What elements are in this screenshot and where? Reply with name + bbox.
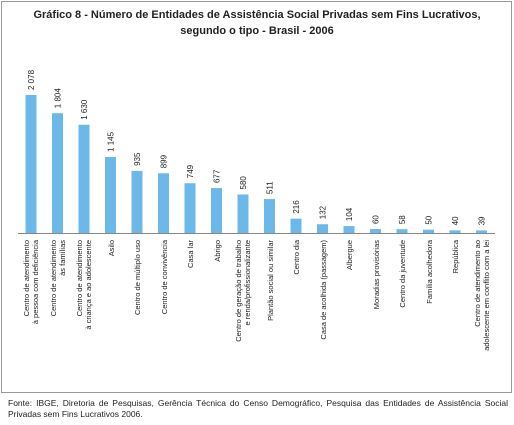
value-label: 1 630 [80, 99, 89, 120]
value-label: 749 [186, 164, 195, 178]
bar [78, 124, 90, 233]
bar [52, 113, 63, 233]
bar [105, 156, 116, 233]
value-label: 1 145 [107, 131, 116, 152]
bar [343, 226, 355, 233]
value-label: 580 [239, 176, 248, 190]
bar [370, 229, 381, 233]
value-label: 58 [398, 215, 407, 224]
x-tick-label: Casa lar [185, 240, 195, 268]
x-tick-label: Centro de convivência [159, 240, 168, 315]
bar [158, 173, 169, 233]
x-tick-label: Abrigo [212, 240, 221, 262]
x-tick-label: Centro de atendimento à criança e ao ado… [75, 240, 93, 330]
source-note: Fonte: IBGE, Diretoria de Pesquisas, Ger… [8, 398, 508, 419]
bar [237, 194, 249, 233]
x-tick-label: Centro de atendimento à pessoa com defic… [22, 240, 40, 325]
x-tick-label: Centro de geração de trabalho e renda/pr… [234, 240, 252, 342]
x-tick-label: Albergue [344, 240, 354, 271]
value-label: 216 [292, 200, 301, 214]
x-tick-label: Centro de atendimento às famílias [48, 240, 67, 317]
chart-title: Gráfico 8 - Número de Entidades de Assis… [33, 9, 480, 21]
value-label: 40 [451, 216, 460, 225]
x-tick-label: Centro de atendimento ao adolescente em … [472, 240, 491, 351]
value-label: 132 [319, 205, 328, 219]
bar [396, 229, 408, 233]
bar [25, 95, 37, 233]
bar [476, 230, 487, 233]
x-tick-label: Centro dia [291, 240, 301, 275]
value-label: 60 [372, 215, 381, 224]
value-label: 1 804 [54, 88, 63, 109]
x-tick-label: Plantão social ou similar [265, 240, 274, 321]
bar [317, 224, 328, 233]
value-label: 104 [345, 207, 354, 221]
x-tick-label: República [450, 240, 460, 274]
value-label: 50 [425, 215, 434, 224]
x-tick-label: Centro da juventude [397, 240, 407, 308]
value-label: 935 [133, 152, 142, 166]
x-tick-label: Moradias provisórias [371, 240, 380, 310]
bar [184, 183, 196, 233]
x-tick-label: Centro de múltiplo uso [132, 240, 142, 316]
value-label: 677 [213, 169, 222, 183]
x-tick-label: Família acolhedora [424, 240, 433, 304]
bar [131, 170, 143, 233]
value-label: 511 [266, 181, 275, 194]
bar [423, 229, 434, 233]
frame [1, 1, 512, 393]
x-tick-label: Casa de acolhida (passagem) [318, 240, 327, 340]
bar [211, 188, 222, 233]
bar [290, 218, 302, 233]
bar [449, 230, 461, 233]
value-label: 39 [478, 216, 487, 225]
chart-subtitle: segundo o tipo - Brasil - 2006 [180, 25, 333, 37]
x-tick-label: Asilo [106, 240, 115, 257]
value-label: 899 [160, 154, 169, 168]
value-label: 2 078 [27, 69, 36, 90]
bar [264, 199, 275, 233]
